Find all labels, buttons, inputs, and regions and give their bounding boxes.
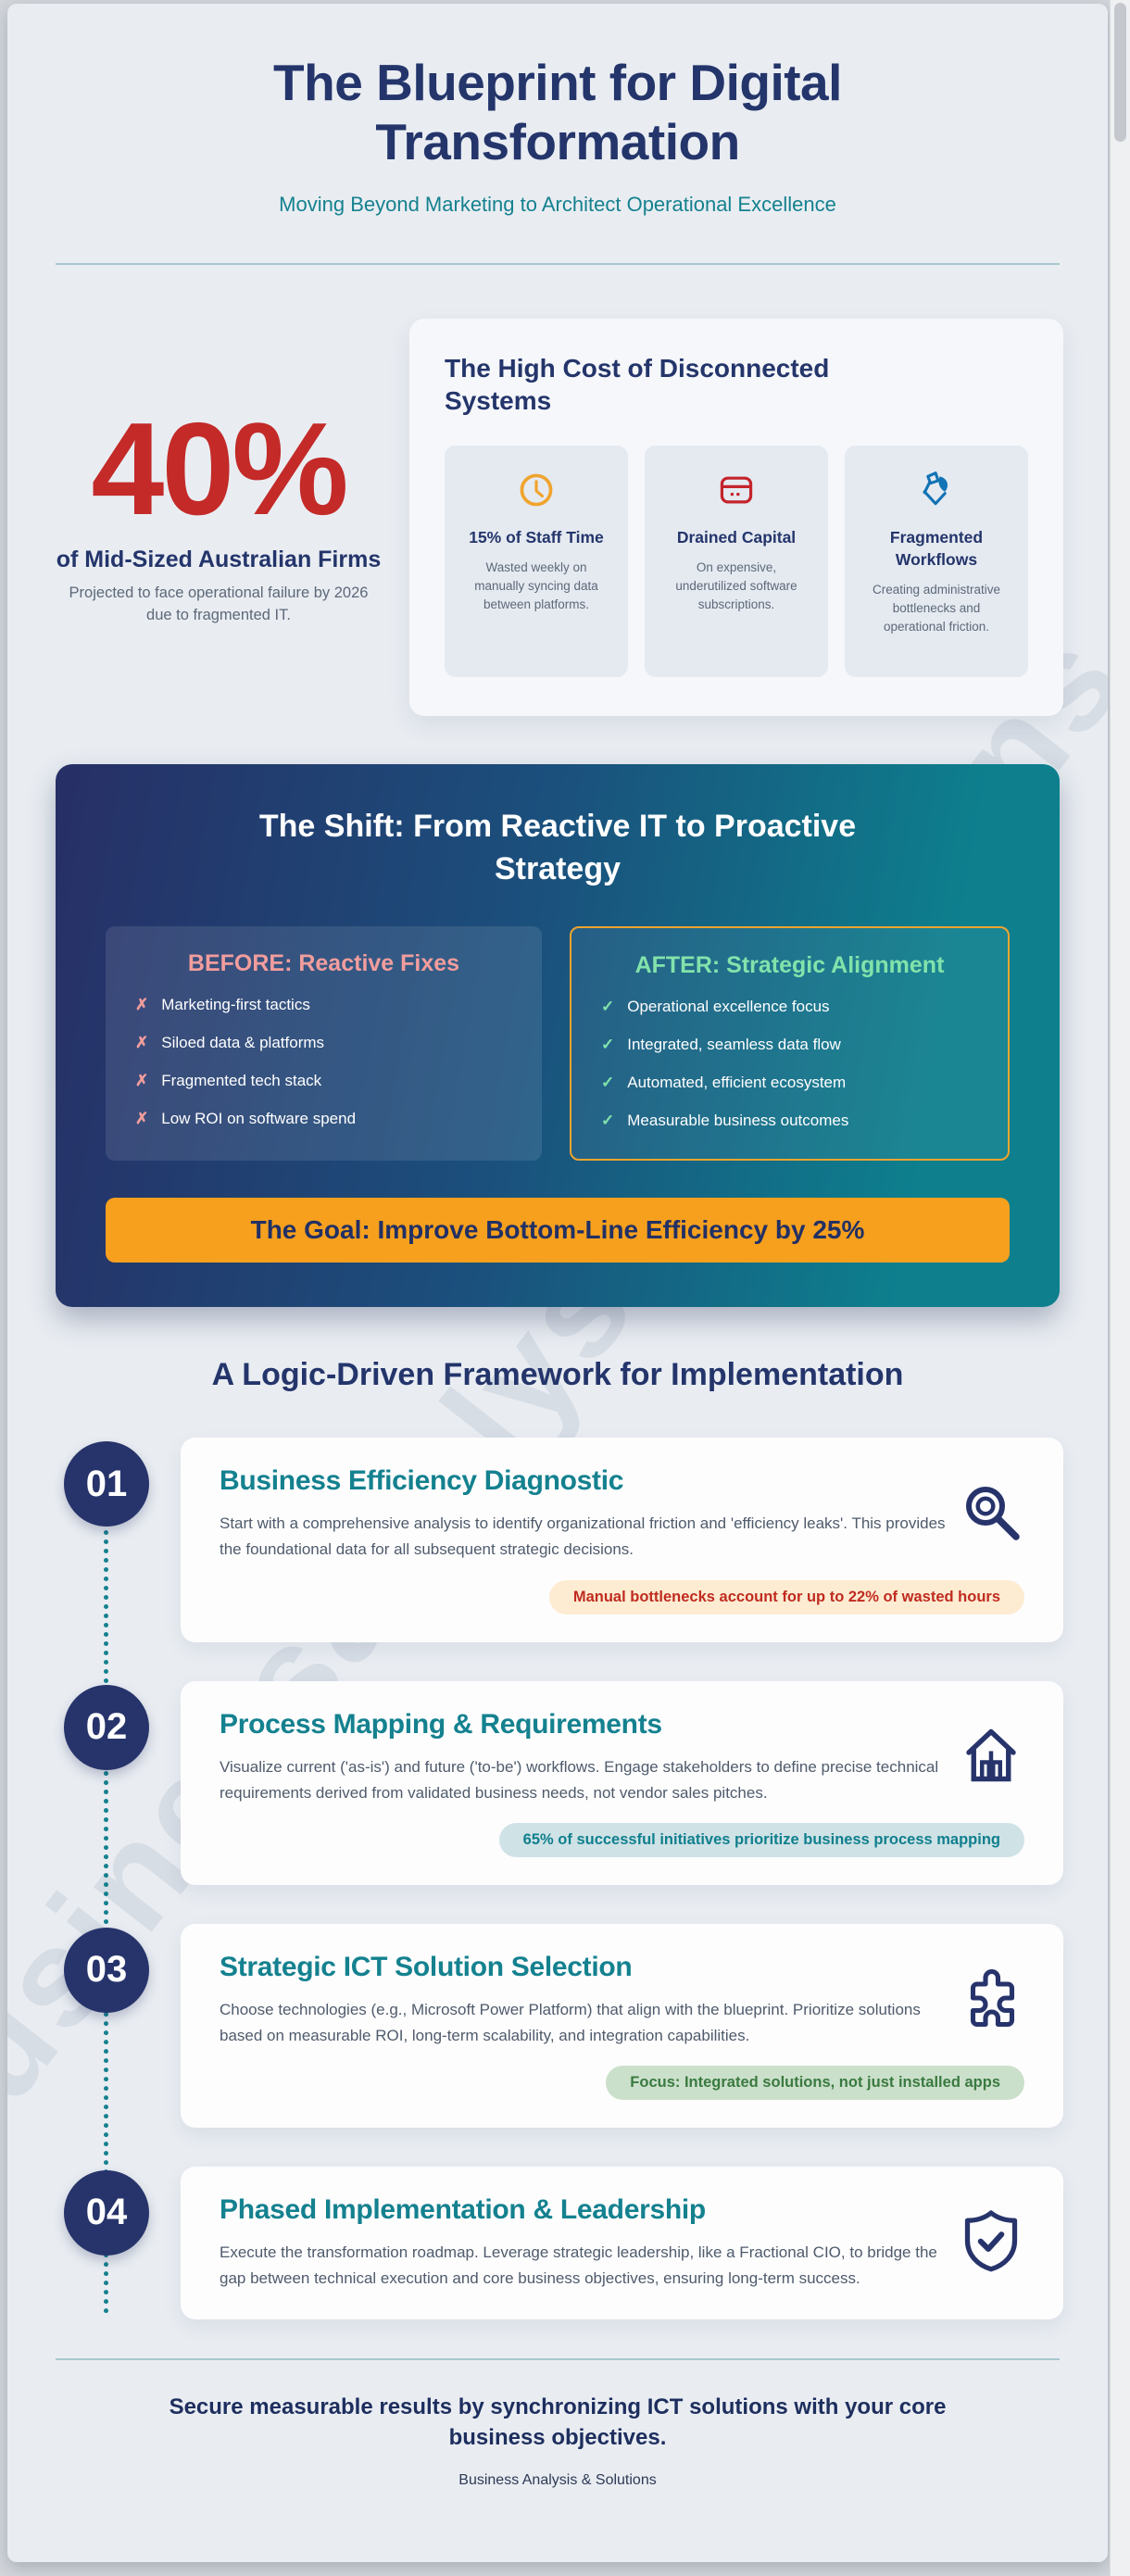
footer-divider xyxy=(56,2357,1060,2360)
before-box: BEFORE: Reactive Fixes ✗ Marketing-first … xyxy=(106,926,542,1162)
problem-section: 40% of Mid-Sized Australian Firms Projec… xyxy=(7,318,1108,717)
cost-item-description: On expensive, underutilized software sub… xyxy=(675,559,797,612)
check-mark-icon: ✓ xyxy=(601,1112,615,1130)
stat-value: 40% xyxy=(91,395,348,543)
shift-columns: BEFORE: Reactive Fixes ✗ Marketing-first … xyxy=(106,926,1010,1162)
page-subtitle: Moving Beyond Marketing to Architect Ope… xyxy=(279,192,836,216)
step-number-badge: 02 xyxy=(64,1684,149,1770)
stat-description: Projected to face operational failure by… xyxy=(69,584,369,624)
after-item: ✓ Integrated, seamless data flow xyxy=(601,1035,978,1055)
before-item: ✗ Marketing-first tactics xyxy=(135,995,512,1015)
status-badge: Manual bottlenecks account for up to 22%… xyxy=(548,1579,1024,1615)
step-card-process-mapping: Process Mapping & Requirements Visualize… xyxy=(181,1680,1063,1885)
shift-section: The Shift: From Reactive IT to Proactive… xyxy=(56,764,1060,1308)
before-list: ✗ Marketing-first tactics ✗ Siloed data & … xyxy=(135,995,512,1129)
clock-icon xyxy=(520,473,553,507)
step-card-implementation: Phased Implementation & Leadership Execu… xyxy=(181,2166,1063,2319)
cost-item-staff-time: 15% of Staff Time Wasted weekly on manua… xyxy=(445,446,628,678)
step-number-badge: 03 xyxy=(64,1927,149,2013)
puzzle-icon xyxy=(970,1968,1015,2027)
step-title: Strategic ICT Solution Selection xyxy=(220,1951,633,1982)
step-row-02: 02 Process Mapping & Requirements Visual… xyxy=(7,1680,1063,1885)
after-item-label: Measurable business outcomes xyxy=(627,1112,849,1130)
x-mark-icon: ✗ xyxy=(135,1034,149,1052)
cost-item-fragmented-workflows: Fragmented Workflows Creating administra… xyxy=(845,446,1028,678)
step-description: Choose technologies (e.g., Microsoft Pow… xyxy=(220,2000,921,2044)
after-item-label: Automated, efficient ecosystem xyxy=(627,1074,847,1092)
after-item: ✓ Operational excellence focus xyxy=(601,997,978,1017)
before-item-label: Low ROI on software spend xyxy=(161,1110,357,1128)
step-description: Visualize current ('as-is') and future (… xyxy=(220,1757,939,1802)
before-item-label: Fragmented tech stack xyxy=(161,1072,322,1090)
x-mark-icon: ✗ xyxy=(135,996,149,1014)
cost-item-title: Drained Capital xyxy=(676,528,797,547)
framework-title: A Logic-Driven Framework for Implementat… xyxy=(211,1357,904,1393)
step-card-solution-selection: Strategic ICT Solution Selection Choose … xyxy=(181,1923,1063,2128)
step-title: Business Efficiency Diagnostic xyxy=(220,1465,624,1497)
before-item: ✗ Siloed data & platforms xyxy=(135,1033,512,1053)
status-badge: 65% of successful initiatives prioritize… xyxy=(498,1822,1024,1857)
credit-card-icon xyxy=(720,476,753,504)
x-mark-icon: ✗ xyxy=(135,1110,149,1128)
after-item: ✓ Automated, efficient ecosystem xyxy=(601,1073,978,1093)
step-row-01: 01 Business Efficiency Diagnostic Start … xyxy=(7,1438,1063,1642)
badge-row: 65% of successful initiatives prioritize… xyxy=(220,1822,1024,1857)
step-title: Process Mapping & Requirements xyxy=(220,1708,662,1740)
before-item: ✗ Fragmented tech stack xyxy=(135,1071,512,1091)
home-icon xyxy=(966,1728,1016,1781)
stat-block: 40% of Mid-Sized Australian Firms Projec… xyxy=(52,395,385,628)
cost-item-description: Wasted weekly on manually syncing data b… xyxy=(474,559,598,612)
step-number-badge: 04 xyxy=(64,2169,149,2256)
step-row-04: 04 Phased Implementation & Leadership Ex… xyxy=(7,2166,1063,2319)
step-description: Start with a comprehensive analysis to i… xyxy=(220,1514,946,1559)
before-item-label: Siloed data & platforms xyxy=(161,1034,325,1052)
x-mark-icon: ✗ xyxy=(135,1072,149,1090)
cost-item-description: Creating administrative bottlenecks and … xyxy=(872,582,1001,635)
cost-item-title: Fragmented Workflows xyxy=(889,528,984,569)
content-card: businessanalysissolutions.au The Bluepri… xyxy=(7,4,1108,2562)
goal-banner: The Goal: Improve Bottom-Line Efficiency… xyxy=(106,1198,1010,1263)
after-title: AFTER: Strategic Alignment xyxy=(634,952,945,979)
footer-brand: Business Analysis & Solutions xyxy=(458,2471,657,2488)
step-description: Execute the transformation roadmap. Leve… xyxy=(220,2243,937,2287)
header-divider xyxy=(56,262,1060,265)
after-list: ✓ Operational excellence focus ✓ Integrate… xyxy=(601,997,978,1131)
after-item: ✓ Measurable business outcomes xyxy=(601,1111,978,1131)
step-card-diagnostic: Business Efficiency Diagnostic Start wit… xyxy=(181,1438,1063,1642)
cost-card-title: The High Cost of Disconnected Systems xyxy=(445,353,830,416)
after-item-label: Integrated, seamless data flow xyxy=(627,1036,841,1054)
shift-title: The Shift: From Reactive IT to Proactive… xyxy=(258,809,857,887)
badge-row: Manual bottlenecks account for up to 22%… xyxy=(220,1579,1024,1615)
page-title: The Blueprint for Digital Transformation xyxy=(273,54,842,170)
after-item-label: Operational excellence focus xyxy=(627,998,830,1016)
step-title: Phased Implementation & Leadership xyxy=(220,2193,706,2225)
cost-item-title: 15% of Staff Time xyxy=(469,528,604,547)
footer-headline: Secure measurable results by synchronizi… xyxy=(169,2394,947,2451)
check-mark-icon: ✓ xyxy=(601,1074,615,1092)
before-item-label: Marketing-first tactics xyxy=(161,996,310,1014)
badge-row: Focus: Integrated solutions, not just in… xyxy=(220,2065,1024,2100)
check-mark-icon: ✓ xyxy=(601,998,615,1016)
status-badge: Focus: Integrated solutions, not just in… xyxy=(606,2065,1024,2100)
scrollbar[interactable] xyxy=(1110,0,1130,2576)
step-number-badge: 01 xyxy=(64,1441,149,1527)
fragmented-icon xyxy=(923,471,948,506)
shield-check-icon xyxy=(964,2210,1018,2272)
magnifier-icon xyxy=(966,1487,1020,1541)
before-title: BEFORE: Reactive Fixes xyxy=(187,950,460,977)
scrollbar-thumb[interactable] xyxy=(1114,3,1126,142)
framework-timeline: 01 Business Efficiency Diagnostic Start … xyxy=(7,1438,1108,2319)
stat-label: of Mid-Sized Australian Firms xyxy=(56,547,382,573)
before-item: ✗ Low ROI on software spend xyxy=(135,1109,512,1129)
cost-item-drained-capital: Drained Capital On expensive, underutili… xyxy=(645,446,828,678)
step-row-03: 03 Strategic ICT Solution Selection Choo… xyxy=(7,1923,1063,2128)
after-box: AFTER: Strategic Alignment ✓ Operational … xyxy=(570,926,1010,1162)
check-mark-icon: ✓ xyxy=(601,1036,615,1054)
header: The Blueprint for Digital Transformation… xyxy=(7,4,1108,265)
cost-card: The High Cost of Disconnected Systems 15… xyxy=(409,318,1063,717)
cost-grid: 15% of Staff Time Wasted weekly on manua… xyxy=(445,446,1028,678)
